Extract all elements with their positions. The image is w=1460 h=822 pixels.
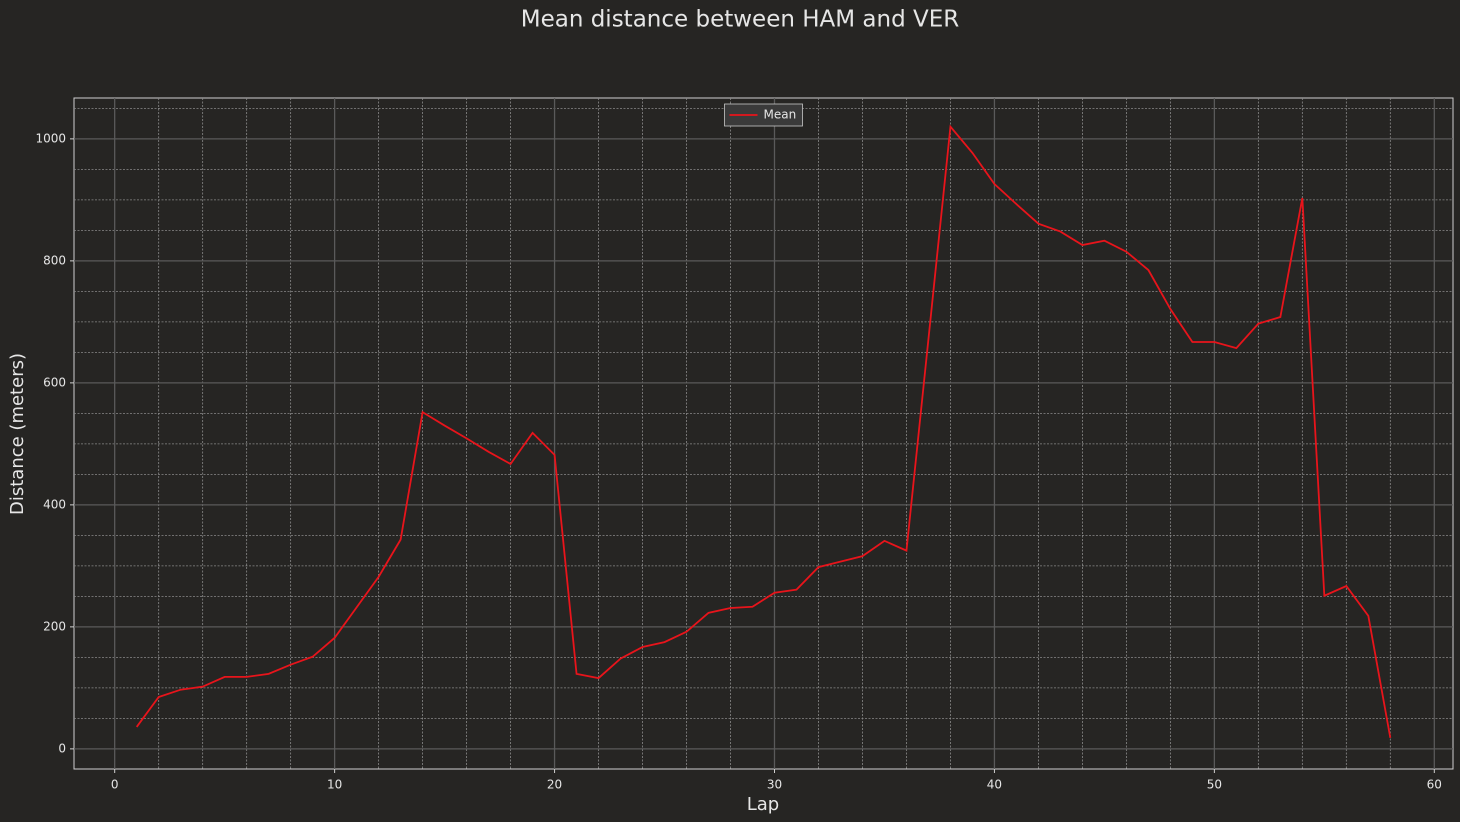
x-axis-label: Lap: [747, 794, 779, 815]
y-tick-label: 600: [43, 375, 66, 389]
x-tick-label: 60: [1427, 778, 1442, 792]
y-tick-label: 200: [43, 619, 66, 633]
legend-box: [724, 103, 803, 127]
y-tick-label: 0: [58, 741, 66, 755]
y-tick-label: 800: [43, 253, 66, 267]
y-tick-label: 1000: [35, 131, 66, 145]
x-tick-label: 40: [987, 778, 1002, 792]
legend-label: Mean: [764, 108, 797, 122]
x-tick-label: 0: [111, 778, 119, 792]
data-line: [135, 124, 1392, 739]
y-tick-label: 400: [43, 497, 66, 511]
x-tick-label: 10: [327, 778, 342, 792]
x-tick-label: 50: [1207, 778, 1222, 792]
x-tick-label: 30: [767, 778, 782, 792]
x-tick-label: 20: [547, 778, 562, 792]
y-axis-label: Distance (meters): [7, 353, 28, 515]
chart-title: Mean distance between HAM and VER: [521, 7, 960, 33]
